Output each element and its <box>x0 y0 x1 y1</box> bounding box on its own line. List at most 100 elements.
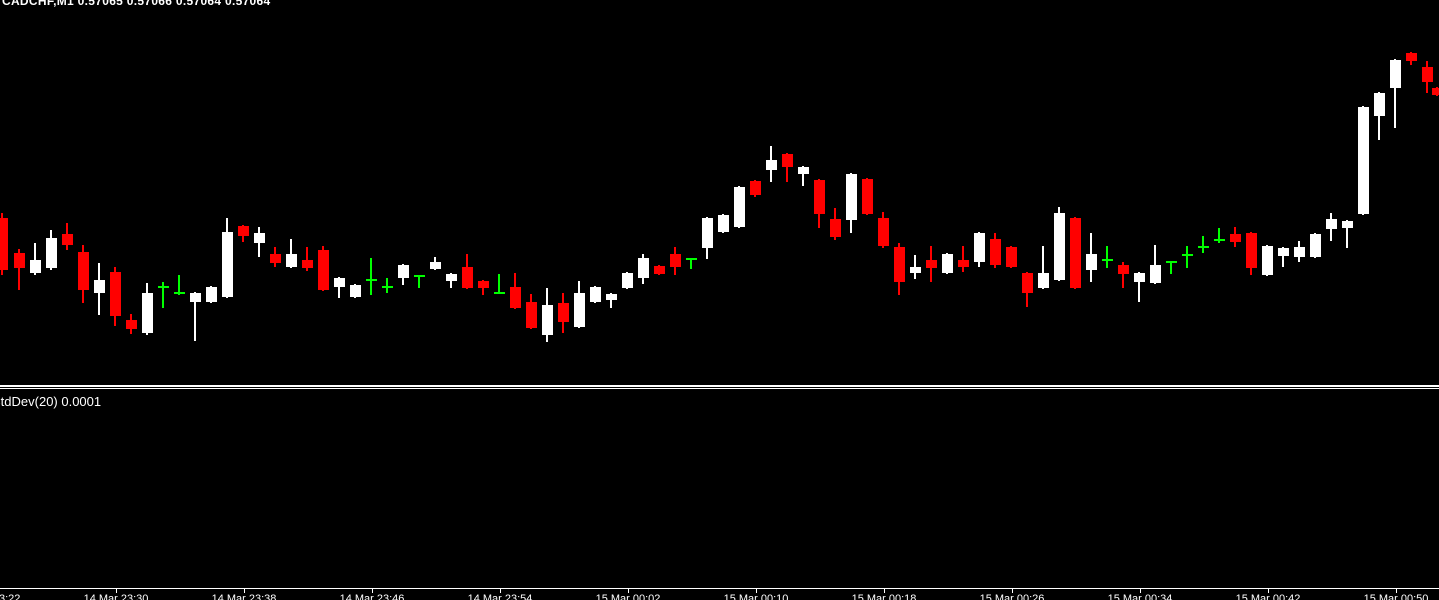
time-axis-tick <box>372 588 373 593</box>
doji-candle-wick <box>1218 228 1220 243</box>
bear-candle <box>270 254 281 263</box>
stddev-indicator-panel[interactable] <box>0 390 1439 588</box>
time-axis-tick <box>1268 588 1269 593</box>
bear-candle <box>0 218 8 270</box>
doji-candle-wick <box>498 274 500 293</box>
candle-wick <box>1346 220 1348 248</box>
bull-candle <box>190 293 201 302</box>
bear-candle <box>110 272 121 316</box>
bull-candle <box>222 232 233 297</box>
bear-candle <box>814 180 825 214</box>
bear-candle <box>878 218 889 246</box>
doji-candle-wick <box>370 258 372 295</box>
bull-candle <box>286 254 297 267</box>
candle-wick <box>786 153 788 182</box>
bear-candle <box>558 303 569 322</box>
candlestick-chart-area[interactable] <box>0 0 1439 385</box>
bear-candle <box>462 267 473 288</box>
candle-wick <box>1138 272 1140 302</box>
bull-candle <box>1310 234 1321 257</box>
stddev-line <box>0 390 1439 600</box>
bear-candle <box>302 260 313 268</box>
time-axis-tick <box>884 588 885 593</box>
doji-candle <box>158 286 169 288</box>
bull-candle <box>606 294 617 300</box>
doji-candle <box>1166 261 1177 263</box>
doji-candle-wick <box>1202 236 1204 253</box>
bear-candle <box>958 260 969 267</box>
bull-candle <box>1086 254 1097 270</box>
panel-separator[interactable] <box>0 385 1439 387</box>
bear-candle <box>14 253 25 268</box>
time-axis-label: 14 Mar 23:46 <box>339 593 405 600</box>
bear-candle <box>1118 265 1129 274</box>
time-axis-tick <box>756 588 757 593</box>
doji-candle-wick <box>690 259 692 269</box>
bear-candle <box>318 250 329 290</box>
candle-wick <box>1394 59 1396 128</box>
bull-candle <box>542 305 553 335</box>
doji-candle <box>1214 239 1225 241</box>
bull-candle <box>254 233 265 243</box>
bear-candle <box>1246 233 1257 268</box>
doji-candle <box>1198 246 1209 248</box>
bull-candle <box>734 187 745 227</box>
time-axis[interactable] <box>0 588 1439 589</box>
bull-candle <box>638 258 649 278</box>
bear-candle <box>894 247 905 282</box>
time-axis-tick <box>500 588 501 593</box>
candle-wick <box>34 243 36 275</box>
candle-wick <box>610 293 612 308</box>
bull-candle <box>1038 273 1049 288</box>
time-axis-tick <box>628 588 629 593</box>
doji-candle-wick <box>418 276 420 288</box>
bull-candle <box>398 265 409 278</box>
bull-candle <box>1358 107 1369 214</box>
time-axis-tick <box>116 588 117 593</box>
bull-candle <box>1294 247 1305 257</box>
bull-candle <box>974 233 985 262</box>
candle-wick <box>1042 246 1044 289</box>
time-axis-tick <box>1396 588 1397 593</box>
bull-candle <box>1342 221 1353 228</box>
bull-candle <box>446 274 457 281</box>
time-axis-tick <box>1140 588 1141 593</box>
bear-candle <box>750 181 761 195</box>
bull-candle <box>30 260 41 273</box>
bull-candle <box>334 278 345 287</box>
bull-candle <box>910 267 921 273</box>
bull-candle <box>590 287 601 302</box>
bull-candle <box>1278 248 1289 256</box>
time-axis-label: 15 Mar 00:18 <box>851 593 917 600</box>
chart-title: CADCHF,M1 0.57065 0.57066 0.57064 0.5706… <box>2 0 271 8</box>
candle-wick <box>962 246 964 272</box>
doji-candle-wick <box>1170 262 1172 274</box>
bull-candle <box>1390 60 1401 88</box>
bear-candle <box>782 154 793 167</box>
bear-candle <box>670 254 681 267</box>
doji-candle-wick <box>1106 246 1108 268</box>
doji-candle <box>1182 254 1193 256</box>
doji-candle-wick <box>162 282 164 308</box>
bear-candle <box>62 234 73 245</box>
doji-candle <box>382 286 393 288</box>
time-axis-label: 15 Mar 00:34 <box>1107 593 1173 600</box>
time-axis-label: 15 Mar 00:42 <box>1235 593 1301 600</box>
doji-candle-wick <box>1186 246 1188 268</box>
bear-candle <box>78 252 89 290</box>
doji-candle <box>366 279 377 281</box>
bear-candle <box>1230 234 1241 242</box>
bull-candle <box>94 280 105 293</box>
candle-wick <box>1154 245 1156 284</box>
panel-separator-line <box>0 388 1439 389</box>
time-axis-label: 14 Mar 23:30 <box>83 593 149 600</box>
bull-candle <box>942 254 953 273</box>
bear-candle <box>1422 67 1433 82</box>
bear-candle <box>862 179 873 214</box>
candle-wick <box>306 247 308 271</box>
bull-candle <box>1054 213 1065 280</box>
bear-candle <box>1006 247 1017 267</box>
time-axis-label: 15 Mar 00:26 <box>979 593 1045 600</box>
doji-candle <box>494 292 505 294</box>
